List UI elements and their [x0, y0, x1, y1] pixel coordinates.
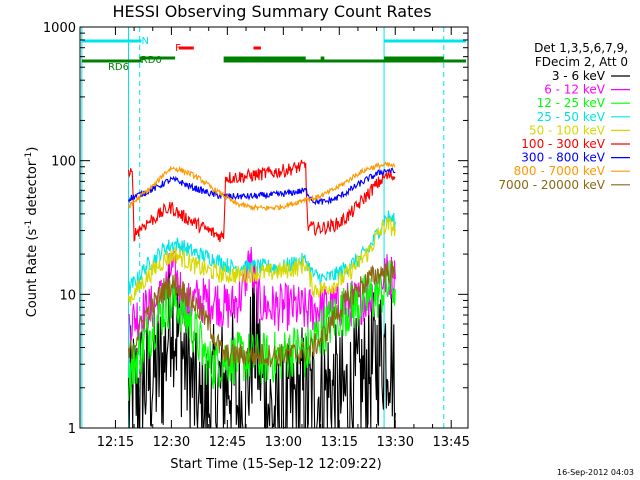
flag-label-rd0: RD0: [141, 55, 162, 66]
legend-label-3: 25 - 50 keV: [537, 110, 606, 124]
series-line-4: [127, 217, 396, 306]
x-tick-label-0: 12:15: [97, 435, 134, 450]
series-line-1: [128, 246, 396, 346]
y-tick-label-3: 1000: [43, 21, 76, 36]
x-tick-label-6: 13:45: [432, 435, 469, 450]
y-axis-ticks: 1 10 100 1000: [43, 21, 468, 437]
generation-timestamp: 16-Sep-2012 04:03: [557, 468, 634, 477]
x-tick-label-2: 12:45: [209, 435, 246, 450]
series-line-7: [127, 161, 396, 212]
legend-header-line-2: FDecim 2, Att 0: [535, 55, 628, 69]
legend-label-8: 7000 - 20000 keV: [498, 178, 605, 192]
series-line-8: [127, 260, 396, 368]
plot-frame: [79, 26, 469, 429]
y-axis-label: Count Rate (s-1 detector-1): [24, 147, 40, 318]
legend-label-1: 6 - 12 keV: [544, 83, 606, 97]
x-tick-label-1: 12:30: [153, 435, 190, 450]
x-tick-label-4: 13:15: [321, 435, 358, 450]
legend-label-6: 300 - 800 keV: [521, 151, 605, 165]
legend-label-2: 12 - 25 keV: [537, 96, 606, 110]
series-line-0: [127, 254, 396, 430]
series-line-6: [127, 167, 396, 206]
flag-label-rd6: RD6: [108, 62, 129, 73]
flag-label-f: F: [175, 43, 181, 54]
legend-label-5: 100 - 300 keV: [521, 137, 605, 151]
series-group: [127, 159, 396, 430]
x-axis-ticks: 12:15 12:30 12:45 13:00 13:15 13:30 13:45: [97, 27, 470, 450]
flag-bars: N F RD0 RD6: [81, 36, 467, 73]
y-tick-label-1: 10: [59, 288, 76, 303]
legend: Det 1,3,5,6,7,9, FDecim 2, Att 0 3 - 6 k…: [498, 41, 630, 192]
legend-header-line-1: Det 1,3,5,6,7,9,: [534, 41, 628, 55]
legend-label-4: 50 - 100 keV: [529, 123, 606, 137]
x-tick-label-3: 13:00: [265, 435, 302, 450]
y-tick-label-0: 1: [68, 422, 76, 437]
series-line-5: [127, 159, 396, 243]
legend-label-7: 800 - 7000 keV: [514, 164, 606, 178]
chart-title: HESSI Observing Summary Count Rates: [112, 2, 431, 21]
x-tick-label-5: 13:30: [377, 435, 414, 450]
x-axis-label: Start Time (15-Sep-12 12:09:22): [170, 457, 381, 472]
y-tick-label-2: 100: [51, 155, 76, 170]
legend-label-0: 3 - 6 keV: [552, 69, 606, 83]
flag-label-n: N: [142, 36, 149, 47]
